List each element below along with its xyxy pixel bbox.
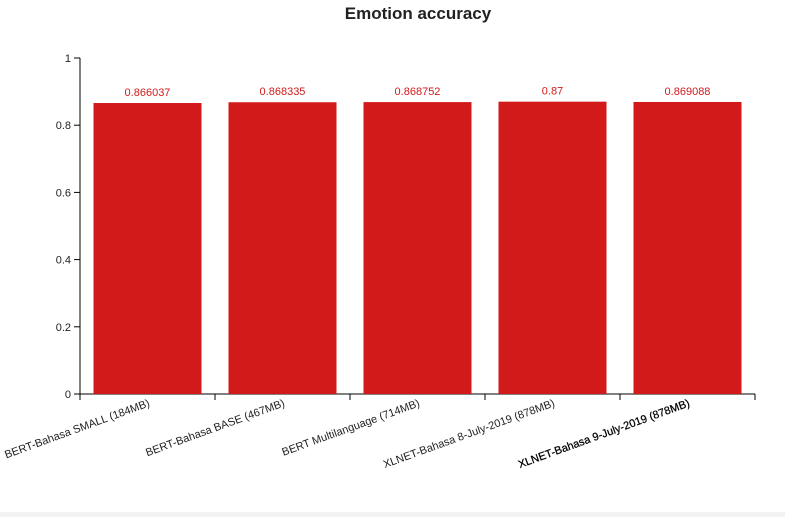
bottom-border <box>0 512 785 517</box>
x-tick-label: BERT-Bahasa SMALL (184MB) <box>3 398 151 462</box>
data-label: 0.868335 <box>260 86 306 98</box>
bar[interactable] <box>498 101 607 395</box>
data-label: 0.869088 <box>665 86 711 98</box>
bar[interactable] <box>93 103 202 394</box>
data-labels-group: 0.866037 0.868335 0.868752 0.87 0.869088 <box>125 86 711 99</box>
x-tick-label: BERT-Bahasa BASE (467MB) <box>144 398 286 460</box>
bar[interactable] <box>363 102 472 394</box>
x-tick-label: BERT Multilanguage (714MB) <box>280 398 421 459</box>
y-tick-label: 0.2 <box>56 322 71 334</box>
data-label: 0.87 <box>542 86 563 98</box>
bars-group <box>93 101 742 395</box>
y-tick-label: 0.6 <box>56 187 71 199</box>
y-axis: 0 0.2 0.4 0.6 0.8 1 <box>56 53 81 401</box>
y-tick-label: 0.8 <box>56 120 71 132</box>
data-label: 0.868752 <box>395 86 441 98</box>
data-label: 0.866037 <box>125 87 171 99</box>
bar[interactable] <box>633 101 742 394</box>
y-tick-label: 1 <box>65 53 71 65</box>
chart-title: Emotion accuracy <box>345 4 492 23</box>
y-tick-label: 0.4 <box>56 255 71 267</box>
bar[interactable] <box>228 102 337 394</box>
y-tick-label: 0 <box>65 389 71 401</box>
x-axis: BERT-Bahasa SMALL (184MB)BERT-Bahasa BAS… <box>3 393 756 471</box>
